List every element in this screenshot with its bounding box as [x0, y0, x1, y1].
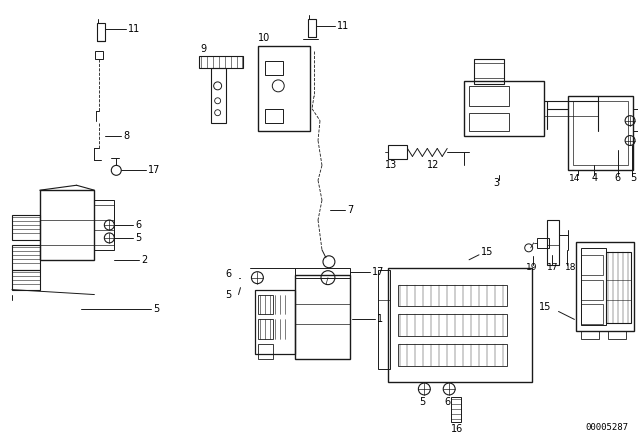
Bar: [606, 252, 631, 323]
Text: 3: 3: [493, 178, 499, 188]
Text: 5: 5: [225, 289, 232, 300]
Bar: [573, 101, 628, 165]
Text: 15: 15: [481, 247, 493, 257]
Text: 5: 5: [630, 173, 636, 183]
Text: 16: 16: [451, 424, 463, 434]
Bar: [474, 63, 504, 78]
Bar: [581, 305, 604, 324]
Bar: [259, 319, 273, 339]
Bar: [12, 270, 40, 289]
Text: 6: 6: [225, 269, 232, 279]
Text: 11: 11: [128, 24, 140, 34]
Bar: [308, 19, 316, 37]
Text: 19: 19: [525, 263, 537, 272]
Bar: [255, 289, 295, 354]
Text: 1: 1: [377, 314, 383, 324]
Bar: [259, 46, 310, 130]
Bar: [388, 268, 532, 382]
Bar: [211, 68, 225, 123]
Bar: [397, 344, 507, 366]
Bar: [295, 268, 350, 278]
Bar: [451, 397, 461, 422]
Text: 14: 14: [570, 174, 581, 183]
Bar: [397, 284, 507, 306]
Bar: [199, 56, 243, 68]
Text: 4: 4: [591, 173, 597, 183]
Bar: [581, 332, 599, 339]
Bar: [97, 23, 106, 41]
Bar: [469, 86, 509, 106]
Bar: [266, 61, 284, 75]
Text: 6: 6: [444, 397, 451, 407]
Text: 8: 8: [124, 130, 129, 141]
Text: 18: 18: [564, 263, 576, 272]
Bar: [95, 51, 103, 59]
Text: 6: 6: [135, 220, 141, 230]
Bar: [378, 270, 390, 369]
Bar: [295, 275, 350, 359]
Bar: [581, 255, 604, 275]
Text: 10: 10: [259, 33, 271, 43]
Text: 5: 5: [419, 397, 426, 407]
Text: 2: 2: [141, 255, 147, 265]
Text: 5: 5: [153, 305, 159, 314]
Bar: [259, 294, 273, 314]
Bar: [12, 245, 40, 270]
Text: 13: 13: [385, 160, 397, 170]
Bar: [12, 215, 40, 240]
Bar: [95, 200, 115, 250]
Bar: [608, 332, 626, 339]
Bar: [95, 205, 115, 220]
Bar: [95, 230, 115, 245]
Text: 6: 6: [614, 173, 620, 183]
Text: 00005287: 00005287: [585, 423, 628, 432]
Text: 17: 17: [148, 165, 161, 175]
Bar: [469, 113, 509, 130]
Text: 17: 17: [372, 267, 384, 277]
Bar: [266, 109, 284, 123]
Bar: [568, 96, 633, 170]
Bar: [464, 81, 543, 136]
Text: 15: 15: [539, 302, 551, 312]
Bar: [388, 146, 408, 159]
Bar: [547, 220, 559, 265]
Bar: [259, 344, 273, 359]
Bar: [581, 280, 604, 300]
Text: 5: 5: [135, 233, 141, 243]
Text: 9: 9: [201, 44, 207, 54]
Text: 12: 12: [428, 160, 440, 170]
Bar: [40, 190, 95, 260]
Text: 11: 11: [337, 21, 349, 31]
Bar: [577, 242, 634, 332]
Bar: [537, 238, 548, 248]
Bar: [581, 248, 606, 325]
Text: 7: 7: [347, 205, 353, 215]
Bar: [474, 59, 504, 84]
Bar: [397, 314, 507, 336]
Text: 17: 17: [547, 263, 558, 272]
